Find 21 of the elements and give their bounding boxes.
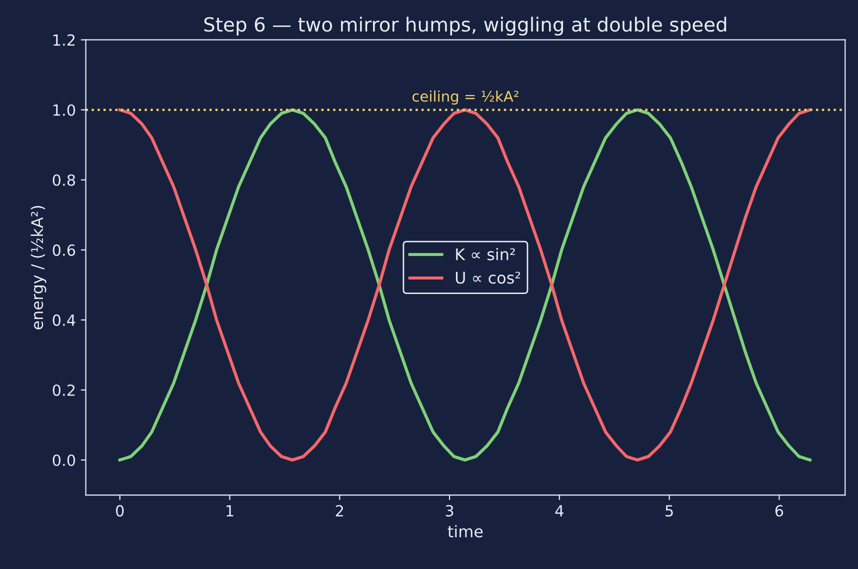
x-tick-label: 0 xyxy=(116,505,124,517)
y-tick-label: 1.2 xyxy=(53,34,75,46)
x-tick-label: 5 xyxy=(666,505,673,517)
y-tick-label: 1.0 xyxy=(53,104,76,116)
y-tick-label: 0.0 xyxy=(52,454,76,466)
y-axis-title: energy / (½kA²) xyxy=(30,206,46,330)
y-tick-label: 0.2 xyxy=(52,384,75,396)
x-tick-label: 2 xyxy=(336,505,343,516)
x-tick-label: 1 xyxy=(226,505,234,516)
legend-label: U ∝ cos² xyxy=(456,272,520,284)
ref-line-label: ceiling = ½kA² xyxy=(412,90,518,105)
chart-title: Step 6 — two mirror humps, wiggling at double speed xyxy=(204,16,726,36)
x-tick-label: 4 xyxy=(555,505,564,516)
line-series xyxy=(118,108,812,462)
y-tick-label: 0.8 xyxy=(52,174,76,186)
x-tick-label: 3 xyxy=(446,505,454,517)
legend-label: K ∝ sin² xyxy=(456,248,515,260)
x-tick-label: 6 xyxy=(775,505,784,517)
x-axis-title: time xyxy=(448,525,483,538)
y-tick-label: 0.4 xyxy=(52,314,76,326)
y-tick-label: 0.6 xyxy=(52,244,76,256)
